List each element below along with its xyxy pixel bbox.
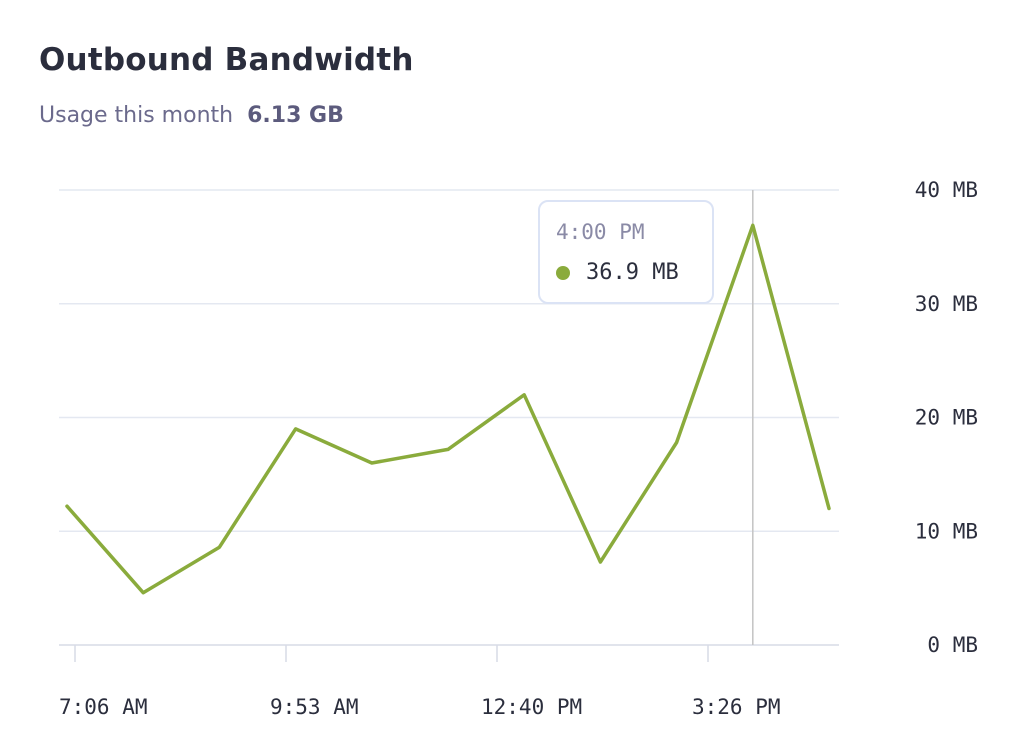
y-axis: 0 MB 10 MB 20 MB 30 MB 40 MB	[915, 178, 978, 657]
x-tick-label-3-26-pm: 3:26 PM	[692, 695, 781, 719]
usage-value: 6.13 GB	[247, 103, 344, 128]
series-line	[65, 223, 831, 595]
tooltip-value-row: 36.9 MB	[556, 260, 679, 285]
x-tick-label-7-06-am: 7:06 AM	[59, 695, 148, 719]
x-tick-label-12-40-pm: 12:40 PM	[481, 695, 582, 719]
y-tick-label-10-mb: 10 MB	[915, 519, 978, 543]
y-tick-label-40-mb: 40 MB	[915, 178, 978, 202]
tooltip-value: 36.9 MB	[586, 260, 679, 285]
grid-lines	[59, 189, 839, 646]
y-tick-label-30-mb: 30 MB	[915, 292, 978, 316]
tooltip-time: 4:00 PM	[556, 220, 645, 244]
usage-summary: Usage this month 6.13 GB	[39, 103, 344, 128]
chart-tooltip: 4:00 PM 36.9 MB	[538, 200, 714, 304]
series-dot-icon	[556, 265, 570, 280]
chart-title: Outbound Bandwidth	[39, 42, 414, 78]
x-tick-label-9-53-am: 9:53 AM	[270, 695, 359, 719]
y-tick-label-0-mb: 0 MB	[927, 633, 978, 657]
usage-label: Usage this month	[39, 103, 234, 128]
y-tick-label-20-mb: 20 MB	[915, 406, 978, 430]
x-axis: 7:06 AM 9:53 AM 12:40 PM 3:26 PM	[59, 645, 781, 719]
series-layer	[65, 223, 831, 595]
